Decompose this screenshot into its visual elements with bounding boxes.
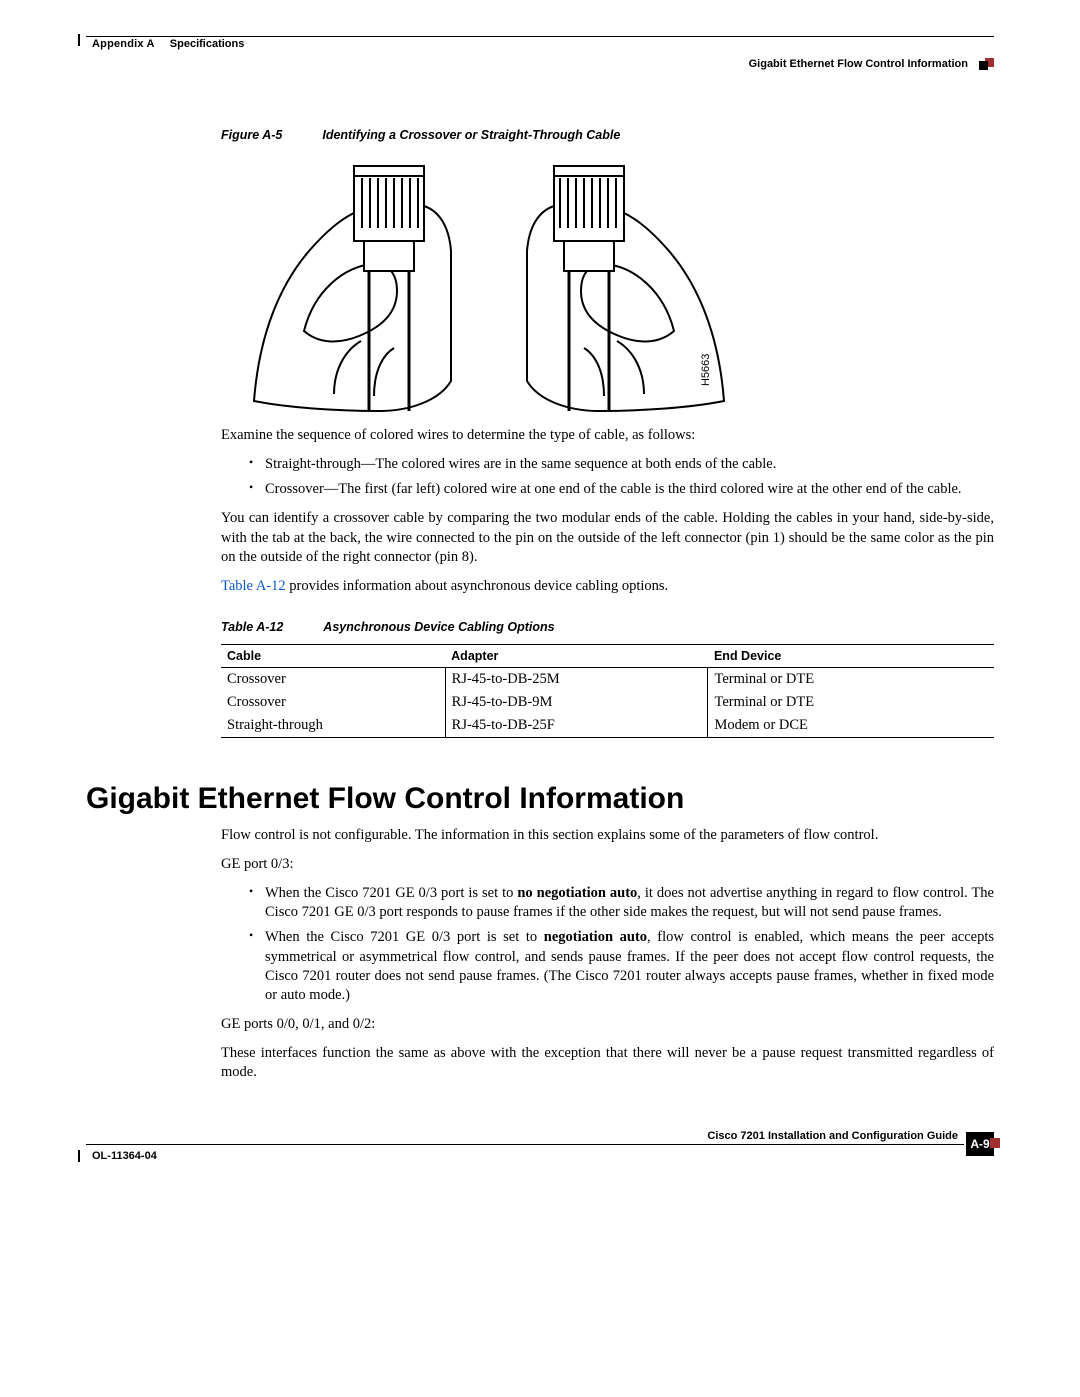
paragraph: Table A-12 provides information about as… (221, 577, 994, 596)
list-item: When the Cisco 7201 GE 0/3 port is set t… (249, 884, 994, 922)
cabling-options-table: Cable Adapter End Device Crossover RJ-45… (221, 644, 994, 738)
section-heading: Gigabit Ethernet Flow Control Informatio… (86, 782, 994, 816)
figure-number: Figure A-5 (221, 128, 282, 142)
page-header: Appendix A Specifications Gigabit Ethern… (86, 36, 994, 80)
bullet-list-2: When the Cisco 7201 GE 0/3 port is set t… (221, 884, 994, 1005)
text: When the Cisco 7201 GE 0/3 port is set t… (265, 885, 517, 901)
table-cell: RJ-45-to-DB-25M (445, 667, 708, 691)
table-cell: Terminal or DTE (708, 667, 994, 691)
paragraph: GE port 0/3: (221, 855, 994, 874)
table-header: Cable (221, 644, 445, 667)
list-item: Straight-through—The colored wires are i… (249, 455, 994, 474)
table-caption: Table A-12 Asynchronous Device Cabling Op… (221, 620, 994, 634)
footer-ol-number: OL-11364-04 (92, 1150, 157, 1162)
page-footer: Cisco 7201 Installation and Configuratio… (86, 1132, 994, 1172)
paragraph: These interfaces function the same as ab… (221, 1044, 994, 1082)
footer-decor (990, 1138, 1000, 1148)
table-row: Crossover RJ-45-to-DB-25M Terminal or DT… (221, 667, 994, 691)
table-cell: Crossover (221, 667, 445, 691)
table-row: Straight-through RJ-45-to-DB-25F Modem o… (221, 714, 994, 738)
table-header: Adapter (445, 644, 708, 667)
footer-mark (78, 1150, 80, 1162)
header-rule (86, 36, 994, 37)
figure-ref-label: H5663 (700, 354, 712, 386)
header-section-title: Gigabit Ethernet Flow Control Informatio… (749, 58, 968, 70)
appendix-title: Specifications (170, 38, 245, 50)
header-decor (985, 58, 994, 67)
table-cell: Modem or DCE (708, 714, 994, 738)
footer-guide-title: Cisco 7201 Installation and Configuratio… (707, 1130, 958, 1142)
list-item: When the Cisco 7201 GE 0/3 port is set t… (249, 928, 994, 1005)
table-cell: RJ-45-to-DB-9M (445, 691, 708, 714)
paragraph-text: provides information about asynchronous … (286, 578, 669, 594)
breadcrumb: Appendix A Specifications (92, 38, 244, 50)
figure-title: Identifying a Crossover or Straight-Thro… (322, 128, 620, 142)
paragraph: GE ports 0/0, 0/1, and 0/2: (221, 1015, 994, 1034)
paragraph: You can identify a crossover cable by co… (221, 509, 994, 566)
header-mark (78, 34, 80, 46)
figure-illustration: H5663 (239, 156, 739, 416)
table-cell: Straight-through (221, 714, 445, 738)
footer-rule (86, 1144, 964, 1145)
paragraph: Examine the sequence of colored wires to… (221, 426, 994, 445)
bold-text: no negotiation auto (517, 885, 637, 901)
figure-caption: Figure A-5 Identifying a Crossover or Str… (221, 128, 994, 142)
text: When the Cisco 7201 GE 0/3 port is set t… (265, 929, 544, 945)
table-cell: RJ-45-to-DB-25F (445, 714, 708, 738)
bold-text: negotiation auto (544, 929, 647, 945)
content-area: Figure A-5 Identifying a Crossover or Str… (221, 128, 994, 1082)
list-item: Crossover—The first (far left) colored w… (249, 480, 994, 499)
table-title: Asynchronous Device Cabling Options (323, 620, 554, 634)
table-cell: Terminal or DTE (708, 691, 994, 714)
paragraph: Flow control is not configurable. The in… (221, 826, 994, 845)
table-row: Crossover RJ-45-to-DB-9M Terminal or DTE (221, 691, 994, 714)
table-number: Table A-12 (221, 620, 283, 634)
appendix-label: Appendix A (92, 38, 155, 50)
table-header: End Device (708, 644, 994, 667)
table-cell: Crossover (221, 691, 445, 714)
bullet-list-1: Straight-through—The colored wires are i… (221, 455, 994, 499)
table-ref-link[interactable]: Table A-12 (221, 578, 286, 594)
table-header-row: Cable Adapter End Device (221, 644, 994, 667)
